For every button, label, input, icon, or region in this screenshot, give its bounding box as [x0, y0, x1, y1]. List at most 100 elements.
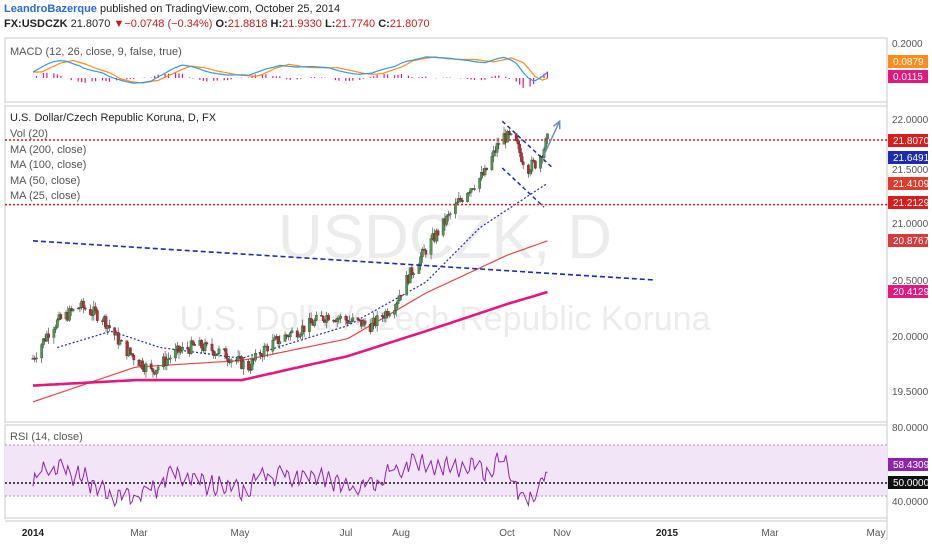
candle-body [454, 203, 457, 214]
candle-body [539, 156, 542, 169]
macd-badge-hist: 0.0115 [888, 70, 928, 83]
candle-body [191, 340, 195, 345]
candle-body [290, 330, 294, 333]
high-label: H: [270, 18, 283, 30]
candle-body [441, 218, 445, 236]
x-label-2015: 2015 [656, 528, 679, 539]
candle-body [363, 320, 367, 325]
candle-body [424, 249, 428, 255]
candle-body [78, 307, 82, 309]
candle-body [92, 306, 96, 316]
candle-body [212, 350, 216, 356]
symbol-label[interactable]: FX:USDCZK [4, 18, 68, 30]
candle-body [398, 294, 402, 301]
price-badge-ma50: 21.6491 [888, 151, 930, 164]
rsi-band [5, 445, 887, 496]
watermark-name: U.S. Dollar/Czech Republic Koruna [179, 300, 710, 338]
ma200-line [32, 290, 548, 387]
candle-body [94, 306, 97, 311]
candle-body [203, 342, 207, 351]
last-price: 21.8070 [70, 18, 111, 30]
candle-body [370, 322, 374, 332]
svg-text:0.0879: 0.0879 [893, 57, 924, 68]
close-label: C: [378, 18, 390, 30]
candle-body [214, 353, 217, 356]
svg-text:21.6491: 21.6491 [893, 153, 930, 164]
candle-body [483, 167, 487, 176]
candle-body [327, 315, 330, 321]
open-value: 21.8818 [227, 18, 268, 30]
candle-body [467, 192, 471, 194]
rsi-badge-50: 50.0000 [888, 476, 930, 489]
candle-body [35, 357, 38, 360]
candle-body [417, 265, 421, 274]
candle-body [457, 198, 461, 203]
candle-body [200, 340, 203, 349]
candle-body [54, 327, 57, 330]
candle-body [128, 347, 132, 354]
candle-body [224, 348, 228, 359]
candle-body [141, 360, 144, 370]
candle-body [447, 214, 450, 217]
indicator-ma100: MA (100, close) [10, 159, 86, 171]
arrow-shaft [543, 120, 561, 156]
candle-body [396, 300, 400, 304]
candle-body [520, 152, 523, 162]
candle-body [254, 353, 257, 361]
candle-body [181, 346, 184, 351]
low-value: 21.7740 [335, 18, 376, 30]
candle-body [144, 363, 148, 372]
candle-body [156, 366, 160, 371]
candle-body [116, 332, 120, 345]
candle-body [71, 308, 75, 312]
candle-body [337, 318, 341, 320]
drawings [5, 119, 887, 281]
rsi-series [32, 452, 548, 508]
macd-pane[interactable] [4, 37, 888, 103]
candle-body [236, 356, 240, 361]
author-link[interactable]: LeandroBazerque [4, 3, 97, 15]
candle-body [189, 340, 193, 354]
candle-body [101, 320, 104, 322]
candle-body [104, 316, 108, 329]
main-title: U.S. Dollar/Czech Republic Koruna, D, FX [10, 112, 217, 124]
candle-body [521, 161, 525, 166]
candle-body [546, 133, 549, 140]
candle-body [506, 131, 509, 143]
candle-body [434, 230, 438, 242]
candle-body [132, 354, 136, 361]
candle-body [186, 346, 190, 350]
candle-body [527, 164, 530, 174]
candle-body [95, 310, 99, 321]
x-label-mar-2015: Mar [761, 528, 779, 539]
candle-body [473, 188, 476, 190]
candle-body [455, 201, 459, 204]
candle-body [259, 353, 263, 356]
indicator-vol: Vol (20) [10, 128, 48, 140]
price-badge-support: 21.2129 [888, 196, 930, 209]
candle-body [55, 319, 59, 328]
candle-body [507, 131, 511, 135]
candle-body [351, 317, 355, 322]
x-label-2014: 2014 [22, 528, 45, 539]
arrow-head [552, 119, 561, 130]
candle-body [271, 339, 275, 352]
candle-body [514, 133, 518, 141]
rsi-badge-value: 58.4309 [888, 458, 930, 471]
candle-body [448, 213, 452, 215]
candle-body [309, 318, 313, 324]
ma100-line [32, 240, 548, 403]
candle-body [215, 353, 219, 355]
channel-upper [501, 120, 554, 169]
candle-body [335, 318, 339, 323]
x-label-nov: Nov [553, 528, 571, 539]
candle-body [83, 307, 87, 310]
candle-body [120, 340, 123, 342]
candle-body [349, 320, 353, 323]
price-tick-21: 21.0000 [892, 219, 929, 230]
candle-body [68, 308, 71, 321]
candle-body [308, 318, 311, 332]
rsi-label: RSI (14, close) [10, 431, 83, 443]
candle-body [177, 345, 181, 353]
